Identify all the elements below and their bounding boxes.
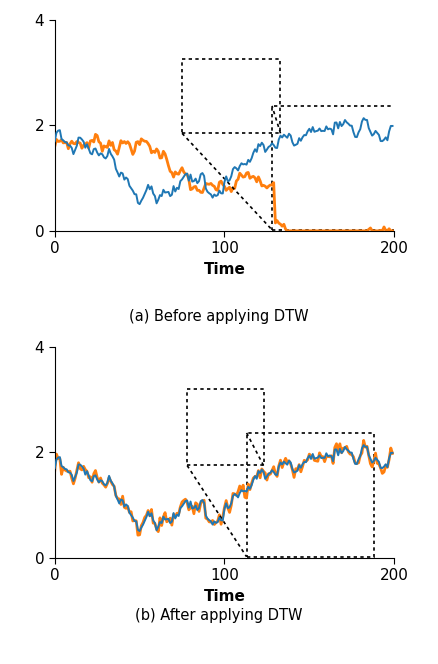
Bar [247, 433, 374, 556]
Bar [187, 389, 264, 465]
X-axis label: Time: Time [204, 589, 245, 604]
Text: (a) Before applying DTW: (a) Before applying DTW [129, 309, 309, 324]
X-axis label: Time: Time [204, 262, 245, 277]
Bar [182, 60, 280, 133]
Text: (b) After applying DTW: (b) After applying DTW [135, 608, 303, 623]
Bar [272, 106, 396, 230]
